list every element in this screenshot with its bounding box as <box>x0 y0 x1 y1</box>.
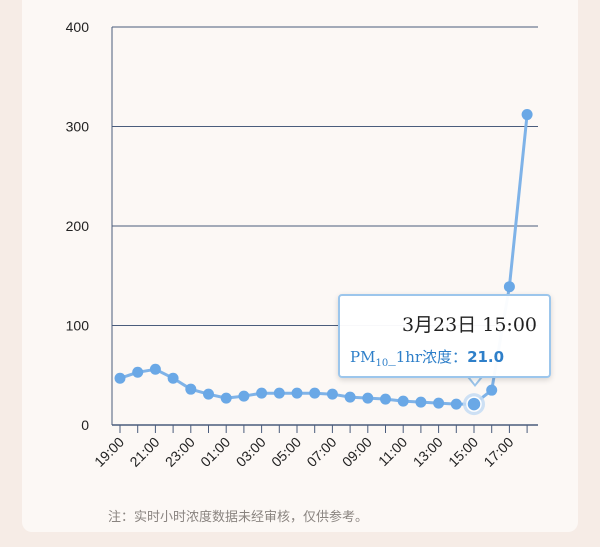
data-point <box>132 366 144 378</box>
data-point-highlighted <box>466 396 482 412</box>
x-tick-label-2100: 21:00 <box>126 434 162 470</box>
y-tick-label-300: 300 <box>66 119 90 135</box>
data-points <box>114 109 533 416</box>
tooltip-arrow-inner <box>468 375 482 384</box>
x-tick-label-0500: 05:00 <box>268 434 304 470</box>
x-tick-label-0100: 01:00 <box>197 434 233 470</box>
tooltip-value: 21.0 <box>467 348 505 366</box>
x-tick-label-2300: 23:00 <box>162 434 198 470</box>
y-tick-label-0: 0 <box>81 417 89 433</box>
y-tick-label-400: 400 <box>66 19 90 35</box>
tooltip-label-prefix: PM <box>350 348 376 366</box>
x-tick-label-0300: 03:00 <box>233 434 269 470</box>
y-tick-label-200: 200 <box>66 218 90 234</box>
x-tick-label-0900: 09:00 <box>339 434 375 470</box>
x-tick-label-1700: 17:00 <box>480 434 516 470</box>
data-point <box>450 398 462 410</box>
y-tick-label-100: 100 <box>66 318 90 334</box>
data-point <box>220 392 232 404</box>
data-point <box>344 391 356 403</box>
data-point <box>238 390 250 402</box>
x-tick-label-0700: 07:00 <box>303 434 339 470</box>
tooltip: 3月23日 15:00 PM10_1hr浓度：21.0 <box>338 294 551 378</box>
data-point <box>326 388 338 400</box>
x-tick-label-1900: 19:00 <box>91 434 127 470</box>
data-point <box>362 392 374 404</box>
axis-layer <box>111 27 538 433</box>
data-point <box>149 363 161 375</box>
footnote: 注：实时小时浓度数据未经审核，仅供参考。 <box>108 510 369 525</box>
data-point <box>415 396 427 408</box>
x-tick-label-1100: 11:00 <box>375 434 411 470</box>
data-point <box>273 387 285 399</box>
data-point <box>256 387 268 399</box>
data-point <box>291 387 303 399</box>
tooltip-value-line: PM10_1hr浓度：21.0 <box>350 346 504 369</box>
data-point <box>380 393 391 405</box>
data-point <box>521 109 533 121</box>
data-point <box>203 388 214 400</box>
x-tick-label-1300: 13:00 <box>410 434 446 470</box>
data-point <box>114 372 126 384</box>
x-tick-labels: 19:00 21:00 23:00 01:00 03:00 05:00 07:00 09:00… <box>91 434 517 470</box>
tooltip-label-suffix: _1hr浓度： <box>388 348 468 366</box>
tooltip-label-sub: 10 <box>375 358 389 369</box>
data-point <box>486 384 498 396</box>
y-tick-labels: 0 100 200 300 400 <box>66 19 90 433</box>
grid-layer <box>112 26 538 326</box>
data-point <box>503 281 515 293</box>
data-point <box>185 383 197 395</box>
x-tick-label-1500: 15:00 <box>445 434 481 470</box>
data-point <box>309 387 321 399</box>
data-point <box>397 395 409 407</box>
tooltip-datetime: 3月23日 15:00 <box>401 314 537 336</box>
chart-card <box>22 0 578 532</box>
data-point <box>433 397 445 409</box>
data-point <box>167 372 179 384</box>
